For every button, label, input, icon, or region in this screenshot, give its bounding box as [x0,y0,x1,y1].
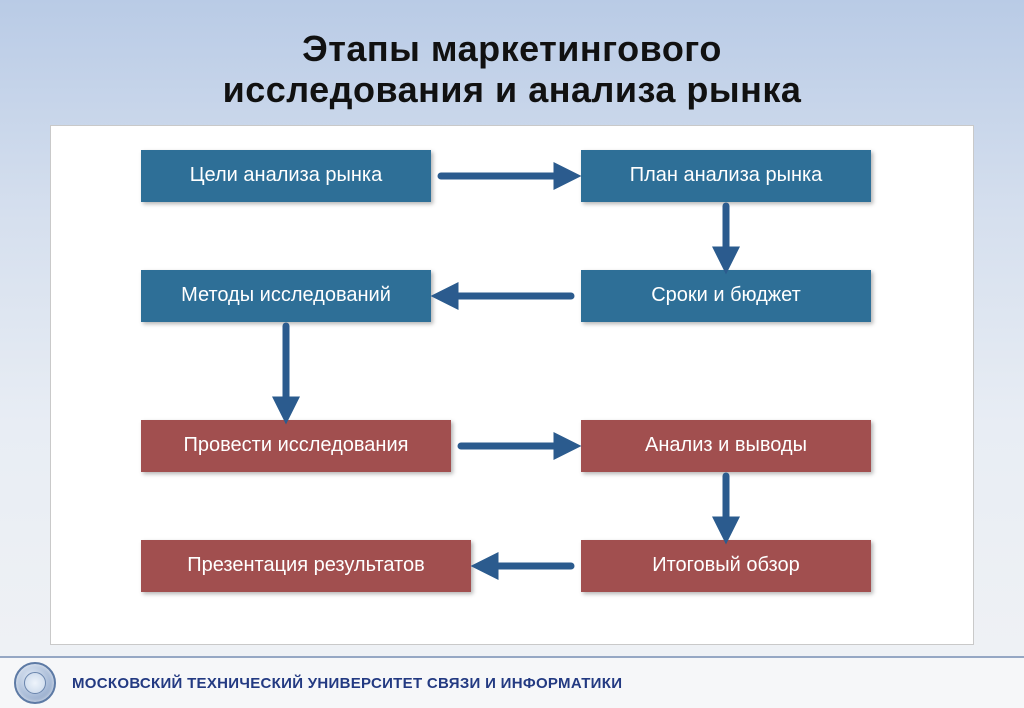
title-line-2: исследования и анализа рынка [223,69,802,110]
university-seal-icon [14,662,56,704]
flow-arrows [81,140,941,620]
flowchart: Цели анализа рынкаПлан анализа рынкаСрок… [81,140,943,620]
diagram-panel: Цели анализа рынкаПлан анализа рынкаСрок… [50,125,974,645]
footer-bar: МОСКОВСКИЙ ТЕХНИЧЕСКИЙ УНИВЕРСИТЕТ СВЯЗИ… [0,656,1024,708]
title-line-1: Этапы маркетингового [302,28,722,69]
footer-text: МОСКОВСКИЙ ТЕХНИЧЕСКИЙ УНИВЕРСИТЕТ СВЯЗИ… [72,675,622,692]
page-title: Этапы маркетингового исследования и анал… [0,0,1024,119]
